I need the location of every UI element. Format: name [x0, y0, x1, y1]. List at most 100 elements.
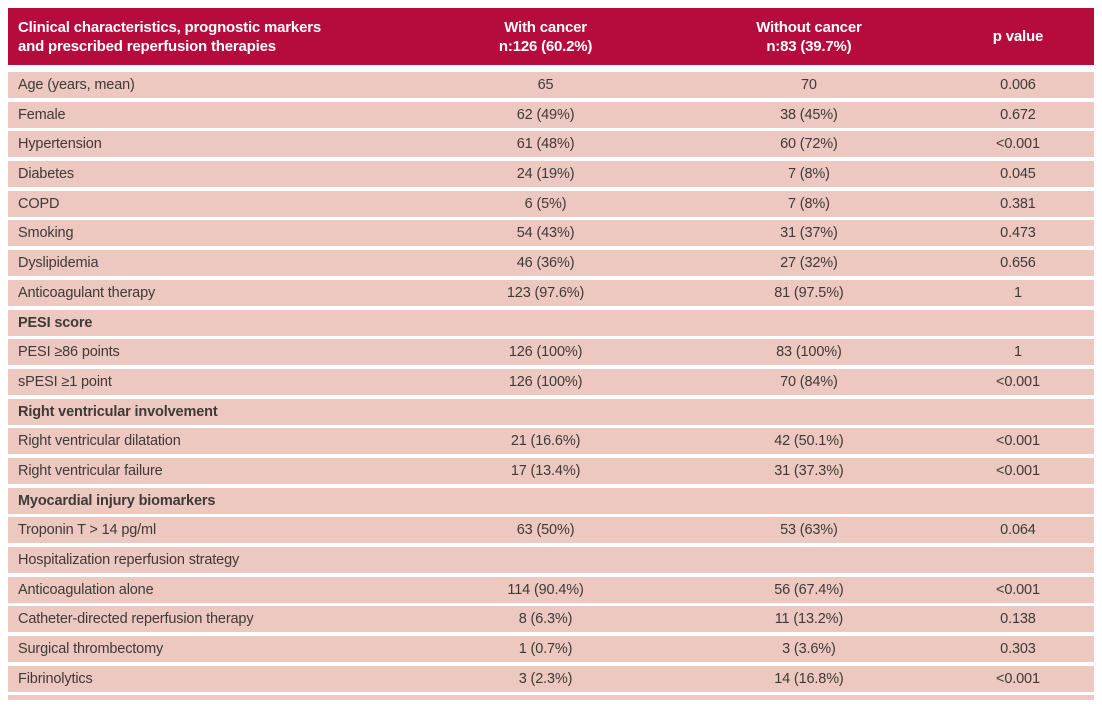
table-row: Right ventricular involvement — [8, 398, 1094, 425]
table-row: Right ventricular dilatation 21 (16.6%) … — [8, 428, 1094, 455]
p-value: <0.001 — [996, 136, 1040, 153]
row-label: Smoking — [18, 225, 74, 242]
table-row: Dyslipidemia 46 (36%) 27 (32%) 0.656 — [8, 250, 1094, 277]
p-value: 1 — [1013, 284, 1022, 301]
with-cancer-value: 6 (5%) — [524, 195, 567, 212]
row-label: Anticoagulant therapy — [18, 284, 156, 301]
with-cancer-value: 46 (36%) — [516, 255, 575, 272]
row-label: PESI ≥86 points — [18, 344, 120, 361]
without-cancer-value: 70 — [800, 77, 817, 93]
p-value: <0.001 — [996, 433, 1040, 450]
p-value: 0.303 — [1000, 641, 1036, 658]
row-label: Right ventricular failure — [18, 462, 163, 479]
table-bottom-strip — [8, 695, 1094, 701]
header-with-cancer-line1: With cancer — [504, 18, 587, 36]
row-label: Troponin T > 14 pg/ml — [18, 522, 157, 539]
table-row: COPD 6 (5%) 7 (8%) 0.381 — [8, 190, 1094, 217]
without-cancer-value: 56 (67.4%) — [774, 581, 844, 598]
p-value: 0.473 — [1000, 225, 1036, 242]
row-label: Catheter-directed reperfusion therapy — [18, 611, 254, 628]
row-label: Myocardial injury biomarkers — [18, 492, 216, 509]
p-value: <0.001 — [996, 581, 1040, 598]
row-label: Right ventricular dilatation — [18, 433, 181, 450]
p-value: 0.656 — [1000, 255, 1036, 272]
with-cancer-value: 8 (6.3%) — [518, 611, 573, 628]
table-row: Right ventricular failure 17 (13.4%) 31 … — [8, 457, 1094, 484]
row-label: Diabetes — [18, 166, 75, 183]
table-row: Surgical thrombectomy 1 (0.7%) 3 (3.6%) … — [8, 636, 1094, 663]
row-label: Female — [18, 106, 66, 123]
table-row: Hypertension 61 (48%) 60 (72%) <0.001 — [8, 131, 1094, 158]
row-label: COPD — [18, 195, 60, 212]
row-label: Right ventricular involvement — [18, 403, 218, 420]
with-cancer-value: 65 — [537, 77, 554, 93]
header-without-cancer: Without cancer n:83 (39.7%) — [676, 18, 942, 56]
with-cancer-value: 62 (49%) — [516, 106, 575, 123]
table-row: Female 62 (49%) 38 (45%) 0.672 — [8, 101, 1094, 128]
without-cancer-value: 31 (37%) — [780, 225, 838, 242]
without-cancer-value: 27 (32%) — [780, 255, 838, 272]
row-label: Age (years, mean) — [18, 77, 135, 93]
header-p-value-label: p value — [992, 28, 1044, 45]
without-cancer-value: 7 (8%) — [788, 195, 830, 212]
table-row: Anticoagulant therapy 123 (97.6%) 81 (97… — [8, 279, 1094, 306]
with-cancer-value: 126 (100%) — [508, 344, 583, 361]
table-row: PESI score — [8, 309, 1094, 336]
without-cancer-value: 31 (37.3%) — [774, 462, 844, 479]
with-cancer-value: 114 (90.4%) — [507, 581, 584, 598]
table-row: Smoking 54 (43%) 31 (37%) 0.473 — [8, 220, 1094, 247]
p-value: 0.064 — [1000, 522, 1036, 539]
p-value: 1 — [1013, 344, 1022, 361]
table-row: PESI ≥86 points 126 (100%) 83 (100%) 1 — [8, 339, 1094, 366]
with-cancer-value: 61 (48%) — [516, 136, 575, 153]
table-row: Catheter-directed reperfusion therapy 8 … — [8, 606, 1094, 633]
table-header-row: Clinical characteristics, prognostic mar… — [8, 8, 1094, 65]
header-characteristics: Clinical characteristics, prognostic mar… — [8, 18, 415, 56]
row-label: Hospitalization reperfusion strategy — [18, 552, 240, 568]
with-cancer-value: 126 (100%) — [508, 373, 583, 390]
row-label: Surgical thrombectomy — [18, 641, 164, 658]
table-row: Anticoagulation alone 114 (90.4%) 56 (67… — [8, 576, 1094, 603]
with-cancer-value: 24 (19%) — [516, 166, 575, 183]
table-body: Age (years, mean) 65 70 0.006 Female 62 … — [8, 72, 1094, 692]
header-characteristics-line2: and prescribed reperfusion therapies — [18, 37, 276, 55]
table-row: Diabetes 24 (19%) 7 (8%) 0.045 — [8, 161, 1094, 188]
p-value: 0.006 — [1000, 77, 1036, 93]
header-characteristics-line1: Clinical characteristics, prognostic mar… — [18, 18, 321, 36]
row-label: sPESI ≥1 point — [18, 373, 112, 390]
table-row: sPESI ≥1 point 126 (100%) 70 (84%) <0.00… — [8, 368, 1094, 395]
without-cancer-value: 3 (3.6%) — [782, 641, 836, 658]
table-row: Hospitalization reperfusion strategy — [8, 547, 1094, 573]
with-cancer-value: 3 (2.3%) — [518, 670, 573, 687]
table-row: Age (years, mean) 65 70 0.006 — [8, 72, 1094, 98]
without-cancer-value: 70 (84%) — [780, 373, 838, 390]
without-cancer-value: 42 (50.1%) — [774, 433, 844, 450]
p-value: 0.381 — [1000, 195, 1036, 212]
header-without-cancer-line1: Without cancer — [756, 18, 862, 36]
header-p-value: p value — [942, 27, 1094, 46]
p-value: 0.138 — [1000, 611, 1036, 628]
p-value: <0.001 — [996, 462, 1040, 479]
table-row: Myocardial injury biomarkers — [8, 487, 1094, 514]
p-value: 0.045 — [1000, 166, 1036, 183]
row-label: Anticoagulation alone — [18, 581, 154, 598]
with-cancer-value: 54 (43%) — [516, 225, 575, 242]
row-label: Fibrinolytics — [18, 670, 93, 687]
without-cancer-value: 83 (100%) — [776, 344, 842, 361]
without-cancer-value: 14 (16.8%) — [774, 670, 844, 687]
row-label: Hypertension — [18, 136, 102, 153]
header-with-cancer: With cancer n:126 (60.2%) — [415, 18, 676, 56]
without-cancer-value: 7 (8%) — [788, 166, 830, 183]
with-cancer-value: 21 (16.6%) — [510, 433, 581, 450]
row-label: Dyslipidemia — [18, 255, 99, 272]
with-cancer-value: 63 (50%) — [516, 522, 575, 539]
without-cancer-value: 60 (72%) — [780, 136, 838, 153]
p-value: 0.672 — [1000, 106, 1036, 123]
table-row: Fibrinolytics 3 (2.3%) 14 (16.8%) <0.001 — [8, 665, 1094, 692]
without-cancer-value: 11 (13.2%) — [774, 611, 844, 628]
without-cancer-value: 53 (63%) — [780, 522, 838, 539]
header-with-cancer-line2: n:126 (60.2%) — [498, 37, 593, 55]
p-value: <0.001 — [996, 373, 1040, 390]
table-row: Troponin T > 14 pg/ml 63 (50%) 53 (63%) … — [8, 517, 1094, 544]
